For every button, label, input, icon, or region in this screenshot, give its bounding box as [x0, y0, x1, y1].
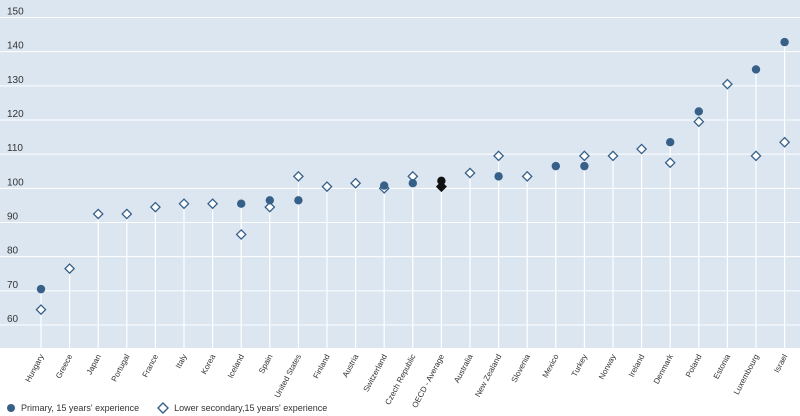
y-tick-label: 140	[7, 41, 24, 52]
lower-secondary-marker	[235, 228, 247, 240]
lower-secondary-marker	[693, 116, 705, 128]
x-tick-label: Luxembourg	[732, 353, 761, 397]
y-tick-label: 150	[7, 7, 24, 18]
primary-marker	[694, 107, 703, 116]
x-tick-label: New Zealand	[473, 353, 503, 399]
primary-marker	[237, 199, 246, 208]
primary-marker	[551, 161, 560, 171]
primary-marker	[380, 181, 389, 190]
x-tick-label: Switzerland	[362, 353, 389, 394]
primary-marker	[265, 196, 274, 205]
diamond-marker-icon	[157, 402, 170, 414]
primary-marker	[780, 37, 789, 47]
x-tick-label: Italy	[174, 353, 189, 370]
gridlines	[0, 17, 800, 326]
y-tick-label: 120	[7, 109, 24, 120]
y-axis: 60 70 80 90 100 110 120 130 140 150	[7, 7, 24, 326]
x-tick-label: Denmark	[652, 352, 676, 386]
x-tick-label: Austria	[341, 352, 361, 379]
stems	[40, 42, 786, 348]
x-tick-label: Mexico	[541, 352, 561, 379]
primary-marker	[751, 65, 761, 74]
primary-marker	[437, 176, 446, 186]
primary-marker	[36, 284, 46, 294]
x-tick-label: Greece	[54, 352, 75, 380]
primary-marker	[580, 161, 589, 171]
lower-secondary-marker	[35, 304, 47, 316]
lower-secondary-marker	[121, 208, 133, 220]
markers	[35, 37, 791, 316]
y-tick-label: 60	[7, 314, 19, 325]
legend-label-primary: Primary, 15 years' experience	[21, 403, 140, 413]
legend-label-lower-secondary: Lower secondary,15 years' experience	[174, 403, 328, 413]
x-tick-label: Israel	[772, 353, 789, 375]
lower-secondary-marker	[264, 201, 276, 213]
lower-secondary-marker	[64, 263, 76, 275]
x-tick-label: Slovenia	[510, 352, 533, 384]
legend-item-primary: Primary, 15 years' experience	[6, 403, 139, 413]
lower-secondary-marker	[521, 170, 533, 182]
y-tick-label: 130	[7, 75, 24, 86]
x-tick-label: Hungary	[24, 353, 46, 384]
x-tick-label: Finland	[311, 353, 331, 380]
y-tick-label: 70	[7, 280, 19, 291]
lower-secondary-marker	[292, 170, 304, 182]
lower-secondary-marker	[750, 150, 762, 162]
primary-marker	[408, 179, 417, 188]
primary-marker	[666, 138, 675, 147]
x-tick-label: Korea	[199, 352, 217, 376]
y-tick-label: 110	[7, 143, 23, 154]
primary-marker	[494, 172, 503, 181]
legend: Primary, 15 years' experience Lower seco…	[6, 401, 327, 415]
legend-item-lower-secondary: Lower secondary,15 years' experience	[157, 402, 327, 414]
lower-secondary-marker	[207, 198, 219, 210]
x-tick-label: OECD - Average	[410, 352, 446, 409]
lower-secondary-marker	[607, 150, 619, 162]
lower-secondary-marker	[178, 198, 190, 210]
lower-secondary-marker	[721, 78, 733, 90]
lower-secondary-marker	[92, 208, 104, 220]
primary-marker	[294, 196, 303, 205]
x-tick-label: Spain	[257, 353, 275, 375]
x-tick-label: Australia	[452, 352, 475, 384]
lower-secondary-marker	[350, 177, 362, 189]
x-tick-label: Portugal	[110, 353, 132, 384]
x-tick-label: Estonia	[712, 352, 733, 380]
x-tick-label: United States	[273, 353, 303, 400]
x-tick-label: Poland	[684, 353, 704, 379]
lower-secondary-marker	[779, 136, 791, 148]
x-tick-label: Ireland	[627, 353, 646, 379]
circle-marker-icon	[7, 404, 15, 412]
lower-secondary-marker	[493, 150, 505, 162]
x-tick-label: Turkey	[570, 353, 589, 379]
x-tick-label: France	[141, 352, 161, 379]
x-tick-label: Japan	[85, 353, 103, 376]
y-tick-label: 90	[7, 212, 19, 223]
x-tick-label: Norway	[597, 353, 618, 381]
lower-secondary-marker	[464, 167, 476, 179]
x-tick-label: Czech Republic	[383, 353, 417, 407]
y-tick-label: 100	[7, 177, 24, 188]
lower-secondary-marker	[578, 150, 590, 162]
lower-secondary-marker	[664, 157, 676, 169]
lower-secondary-marker	[149, 201, 161, 213]
y-tick-label: 80	[7, 246, 19, 257]
lower-secondary-marker	[321, 181, 333, 193]
plot-area	[0, 0, 800, 348]
x-tick-label: Iceland	[226, 353, 246, 380]
lower-secondary-marker	[636, 143, 648, 155]
